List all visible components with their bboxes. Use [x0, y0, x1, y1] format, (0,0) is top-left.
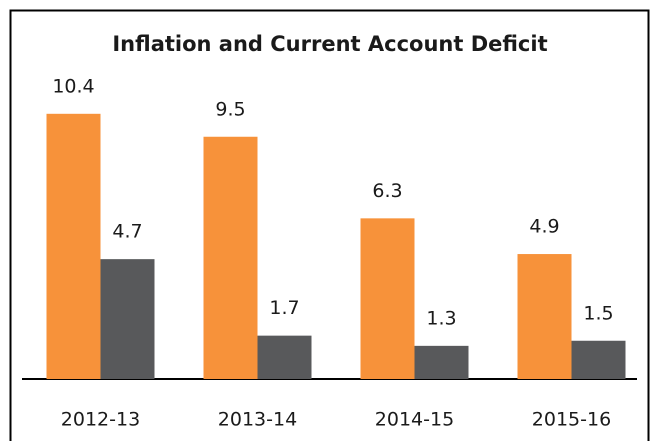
x-tick-label: 2012-13 [61, 409, 140, 431]
bar [257, 335, 312, 379]
value-label: 6.3 [372, 180, 402, 202]
value-label: 4.9 [529, 216, 559, 238]
bar [517, 254, 572, 379]
value-label: 9.5 [215, 98, 245, 120]
value-label: 1.3 [426, 307, 456, 329]
value-label: 4.7 [112, 221, 142, 243]
bar [414, 345, 469, 379]
value-label: 1.5 [583, 302, 613, 324]
value-label: 10.4 [52, 75, 94, 97]
bar [100, 259, 155, 379]
bar [203, 136, 258, 379]
x-tick-label: 2013-14 [218, 409, 297, 431]
x-tick-label: 2014-15 [375, 409, 454, 431]
x-tick-label: 2015-16 [532, 409, 611, 431]
chart-frame [9, 9, 650, 441]
bar [360, 218, 415, 379]
value-label: 1.7 [269, 297, 299, 319]
bar [571, 340, 626, 379]
bar [46, 113, 101, 380]
chart-title: Inflation and Current Account Deficit [112, 32, 547, 56]
